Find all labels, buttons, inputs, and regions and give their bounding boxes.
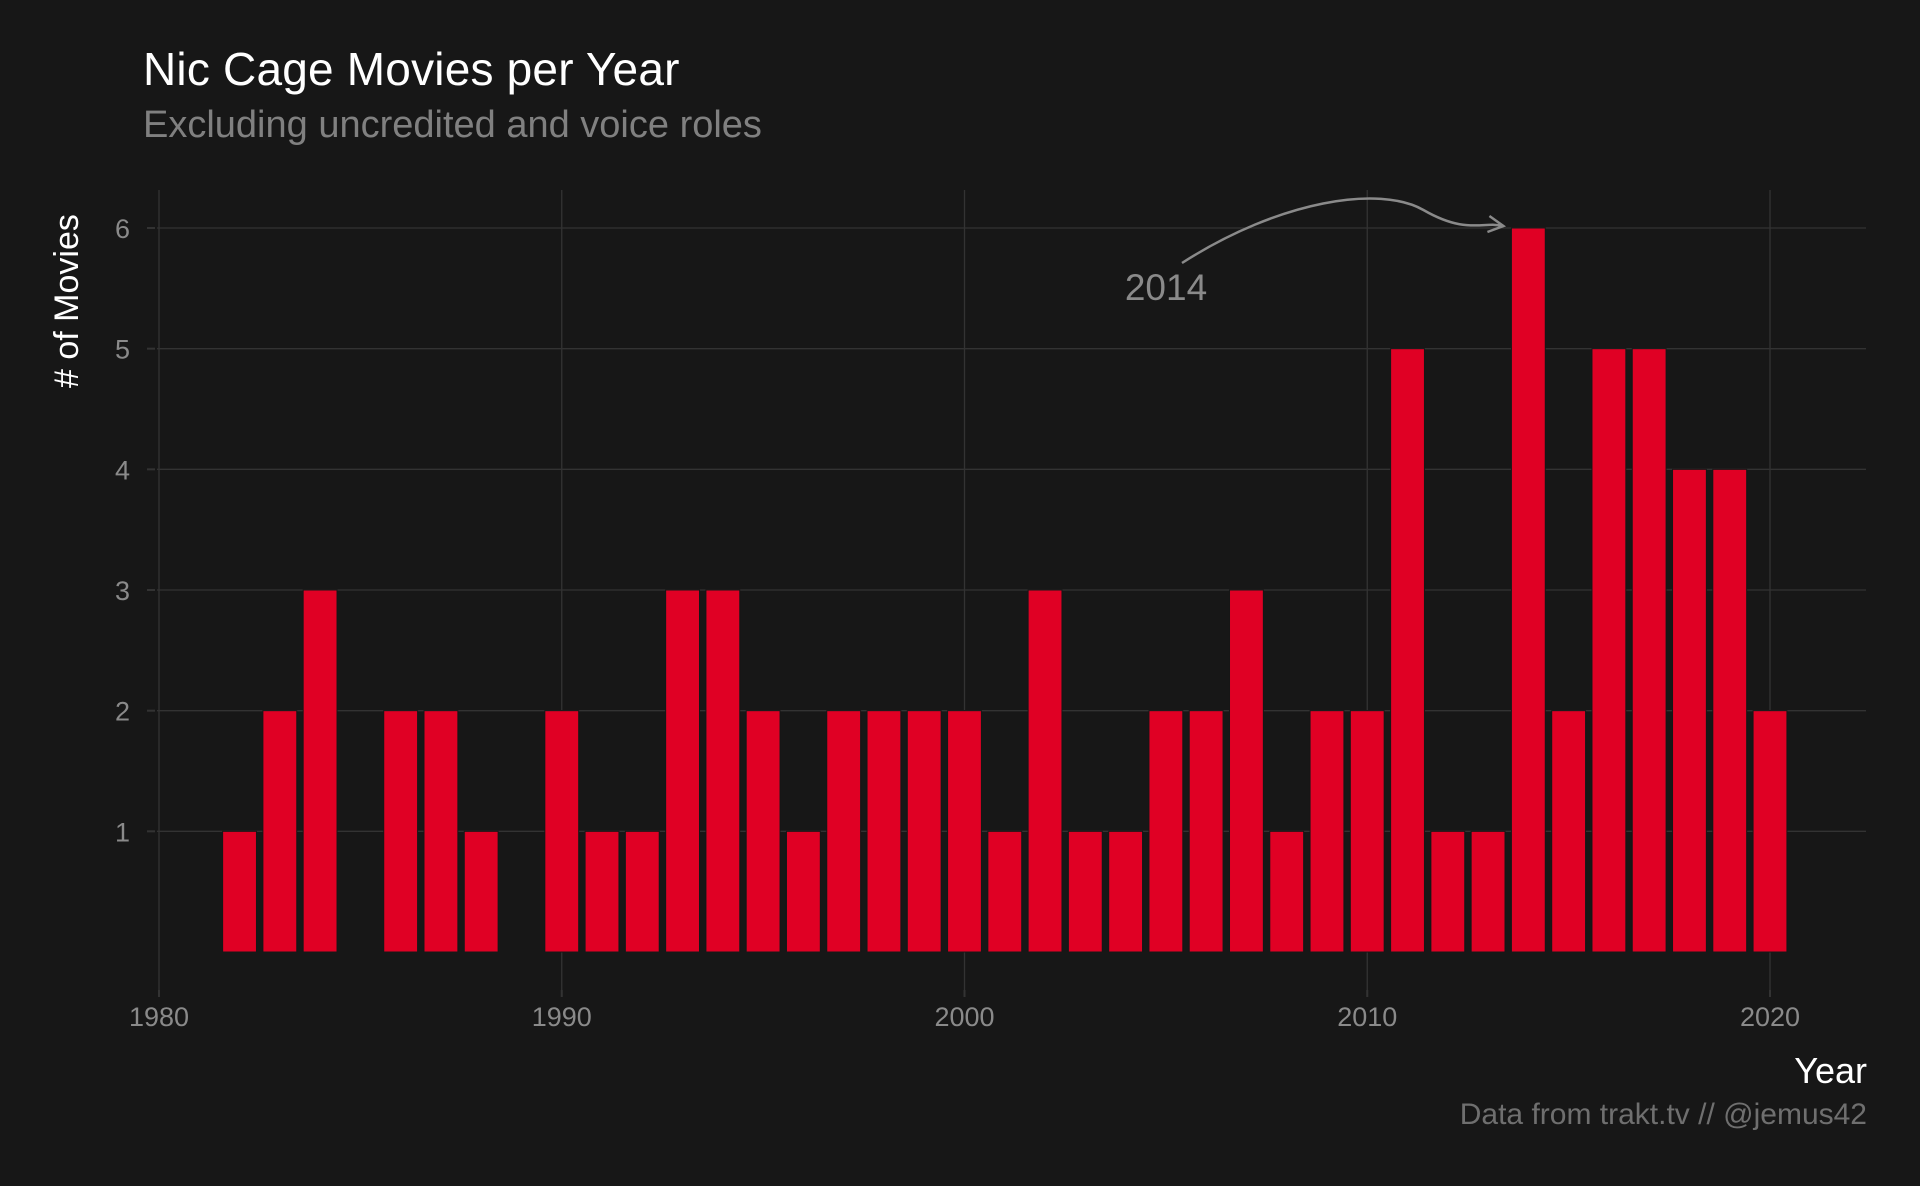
annotation-label: 2014 [1125,267,1207,308]
annotation-arrow [1181,197,1504,265]
chart-title: Nic Cage Movies per Year [143,43,680,95]
bar-2004 [1108,830,1144,953]
x-tick-label-2000: 2000 [934,1002,994,1032]
x-axis-label: Year [1794,1050,1867,1091]
y-tick-label-6: 6 [115,214,130,244]
bar-2018 [1672,468,1707,953]
bar-1996 [785,830,821,953]
chart-subtitle: Excluding uncredited and voice roles [143,104,762,146]
bar-2012 [1430,830,1466,953]
y-tick-label-5: 5 [115,335,130,365]
bar-1992 [624,830,660,953]
bar-1995 [745,710,781,953]
annotation: 2014 [1125,197,1507,308]
bar-2009 [1309,710,1345,953]
bar-2019 [1712,468,1748,953]
bar-1983 [262,710,298,953]
arrowhead-icon [1486,214,1507,234]
bar-2005 [1148,710,1184,953]
y-tick-label-2: 2 [115,697,130,727]
bar-1986 [383,710,419,953]
bar-1993 [665,589,700,953]
y-tick-label-4: 4 [115,455,130,485]
x-tick-label-2020: 2020 [1740,1002,1800,1032]
bar-2003 [1067,830,1103,953]
chart-caption: Data from trakt.tv // @jemus42 [1459,1098,1867,1131]
bar-2015 [1551,710,1587,953]
bar-2010 [1349,710,1385,953]
bar-2002 [1027,589,1063,953]
y-axis-ticks: 1 2 3 4 5 6 [115,214,155,847]
bar-2013 [1470,830,1506,953]
bar-1999 [906,710,942,953]
bar-2017 [1631,348,1667,953]
bar-1988 [463,830,499,953]
bar-1987 [423,710,459,953]
x-axis-ticks: 1980 1990 2000 2010 2020 [129,990,1800,1032]
bar-2008 [1269,830,1305,953]
bar-1990 [544,710,580,953]
x-tick-label-2010: 2010 [1337,1002,1397,1032]
y-tick-label-3: 3 [115,576,130,606]
bar-2014 [1510,227,1546,953]
y-tick-label-1: 1 [115,817,130,847]
bar-1982 [222,830,257,953]
bar-2006 [1188,710,1224,953]
bar-1994 [705,589,741,953]
bar-2020 [1752,710,1788,953]
x-tick-label-1990: 1990 [532,1002,592,1032]
bars [222,227,1788,953]
bar-2007 [1229,589,1264,953]
bar-1984 [302,589,338,953]
bar-2000 [947,710,982,953]
bar-1998 [866,710,902,953]
bar-1997 [826,710,862,953]
x-tick-label-1980: 1980 [129,1002,189,1032]
bar-2016 [1591,348,1627,953]
bar-1991 [584,830,620,953]
bar-2001 [987,830,1023,953]
bar-2011 [1390,348,1425,953]
